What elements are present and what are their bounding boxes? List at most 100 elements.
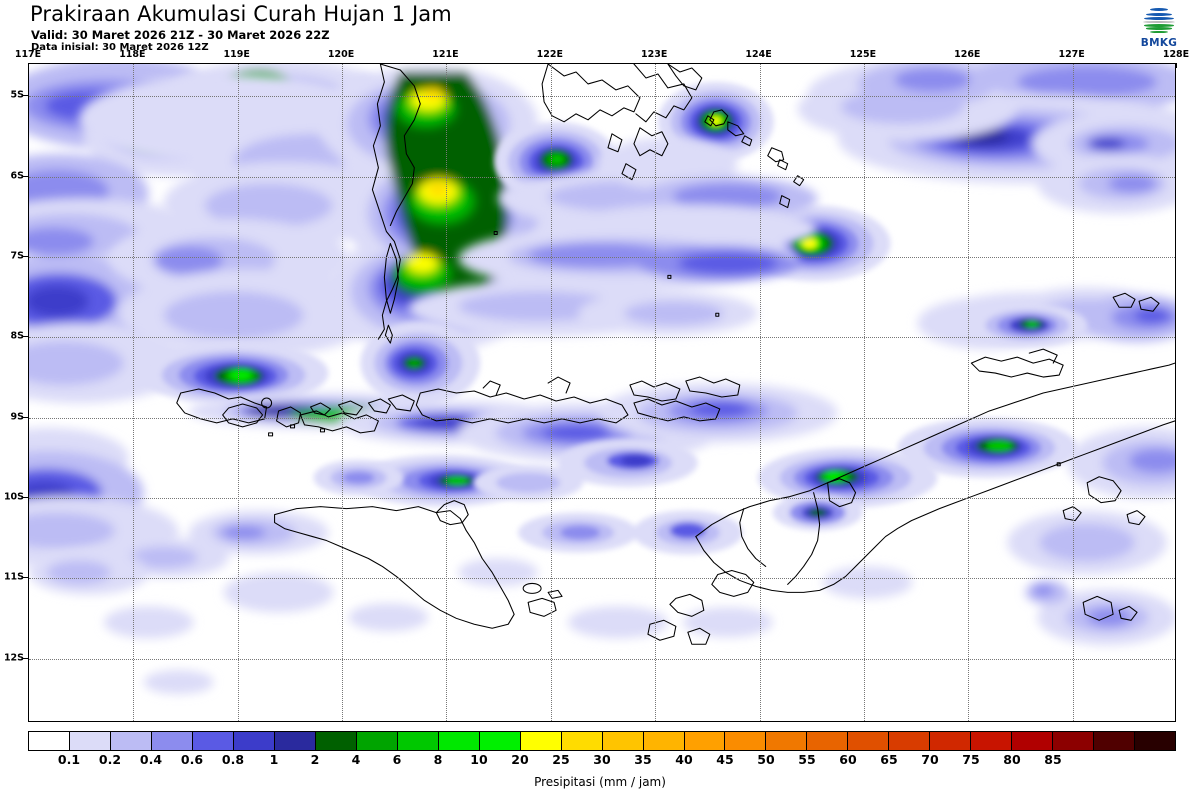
y-tick-label: 11S	[3, 571, 24, 583]
y-tick-label: 8S	[10, 330, 24, 342]
x-tick-label: 122E	[536, 49, 563, 60]
colorbar-tick-labels: 0.1 0.2 0.4 0.6 0.8 1 2 4 6 8 10 20 25 30 35 40 45 50 55 60…	[28, 752, 1176, 768]
grid-line-horizontal	[29, 256, 1175, 258]
y-tick-mark	[23, 577, 28, 579]
colorbar-tick-label: 75	[962, 752, 980, 767]
x-tick-label: 125E	[849, 49, 877, 60]
logo-arc	[1144, 17, 1174, 20]
colorbar-swatch	[766, 732, 808, 750]
logo-arc	[1146, 12, 1172, 16]
colorbar-tick-label: 60	[839, 752, 857, 767]
colorbar-swatch	[479, 732, 521, 750]
x-tick-label: 128E	[1162, 49, 1190, 60]
colorbar-swatch	[233, 732, 275, 750]
grid-line-vertical	[446, 64, 448, 721]
colorbar-swatch	[643, 732, 685, 750]
grid-line-horizontal	[29, 417, 1175, 419]
grid-line-horizontal	[29, 176, 1175, 178]
colorbar-tick-label: 8	[433, 752, 443, 767]
colorbar-swatches	[28, 731, 1176, 751]
y-tick-mark	[23, 416, 28, 418]
colorbar-swatch	[69, 732, 111, 750]
colorbar-tick-label: 50	[757, 752, 775, 767]
y-tick-label: 6S	[10, 170, 24, 181]
colorbar-tick-label: 80	[1003, 752, 1021, 767]
y-tick-mark	[23, 657, 28, 659]
grid-line-horizontal	[29, 497, 1175, 499]
header: Prakiraan Akumulasi Curah Hujan 1 Jam Va…	[0, 0, 1200, 58]
colorbar-tick-label: 4	[351, 752, 361, 767]
colorbar-swatch	[930, 732, 972, 750]
colorbar-tick-label: 0.8	[221, 752, 245, 767]
x-tick-label: 117E	[14, 49, 42, 60]
colorbar-tick-label: 85	[1044, 752, 1062, 767]
y-tick-mark	[23, 496, 28, 498]
page-title: Prakiraan Akumulasi Curah Hujan 1 Jam	[30, 2, 452, 26]
grid-line-horizontal	[29, 337, 1175, 339]
colorbar-tick-label: 10	[470, 752, 488, 767]
precipitation-field	[29, 64, 1175, 721]
grid-line-horizontal	[29, 96, 1175, 98]
grid-line-vertical	[237, 64, 239, 721]
precipitation-map[interactable]: Sumber Data: WRF - CIPS BMKG Pusat Meteo…	[28, 63, 1176, 722]
grid-line-vertical	[550, 64, 552, 721]
colorbar-swatch	[1012, 732, 1054, 750]
colorbar-swatch	[438, 732, 480, 750]
grid-line-horizontal	[29, 658, 1175, 660]
colorbar-tick-label: 20	[511, 752, 529, 767]
y-tick-mark	[23, 255, 28, 257]
colorbar-swatch	[1053, 732, 1095, 750]
colorbar-tick-label: 55	[798, 752, 816, 767]
colorbar-swatch	[356, 732, 398, 750]
colorbar-tick-label: 45	[716, 752, 734, 767]
colorbar[interactable]	[28, 731, 1176, 751]
grid-line-vertical	[759, 64, 761, 721]
logo-band	[1150, 30, 1168, 34]
x-tick-label: 120E	[327, 49, 355, 60]
colorbar-swatch	[1135, 732, 1176, 750]
grid-line-vertical	[655, 64, 657, 721]
colorbar-swatch	[602, 732, 644, 750]
valid-period-text: Valid: 30 Maret 2026 21Z - 30 Maret 2026…	[31, 28, 330, 42]
logo-label: BMKG	[1140, 37, 1178, 49]
colorbar-tick-label: 0.2	[98, 752, 122, 767]
colorbar-swatch	[315, 732, 357, 750]
colorbar-tick-label: 2	[310, 752, 320, 767]
y-tick-label: 7S	[10, 250, 24, 262]
colorbar-swatch	[192, 732, 234, 750]
bmkg-logo-icon: BMKG	[1136, 4, 1182, 56]
grid-line-vertical	[133, 64, 135, 721]
colorbar-tick-label: 0.6	[180, 752, 204, 767]
colorbar-tick-label: 65	[880, 752, 898, 767]
colorbar-swatch	[889, 732, 931, 750]
colorbar-tick-label: 40	[675, 752, 693, 767]
colorbar-caption: Presipitasi (mm / jam)	[534, 775, 666, 789]
colorbar-tick-label: 35	[634, 752, 652, 767]
colorbar-tick-label: 6	[392, 752, 402, 767]
x-tick-label: 126E	[954, 49, 981, 60]
grid-line-vertical	[1072, 64, 1074, 721]
colorbar-swatch	[684, 732, 726, 750]
logo-band	[1143, 21, 1175, 24]
data-initial-text: Data inisial: 30 Maret 2026 12Z	[31, 42, 209, 53]
x-tick-mark	[1176, 63, 1177, 68]
x-tick-label: 118E	[119, 49, 146, 60]
y-tick-label: 9S	[10, 411, 24, 423]
y-tick-mark	[23, 336, 28, 338]
colorbar-tick-label: 0.4	[139, 752, 163, 767]
colorbar-tick-label: 25	[552, 752, 570, 767]
colorbar-tick-label: 30	[593, 752, 611, 767]
logo-band	[1146, 27, 1172, 30]
y-tick-label: 10S	[3, 491, 24, 503]
colorbar-tick-label: 1	[269, 752, 279, 767]
grid-line-horizontal	[29, 578, 1175, 580]
x-tick-label: 119E	[223, 49, 250, 60]
logo-disc	[1143, 4, 1175, 36]
colorbar-swatch	[971, 732, 1013, 750]
y-tick-mark	[23, 175, 28, 177]
x-tick-label: 124E	[745, 49, 772, 60]
y-tick-label: 5S	[10, 89, 24, 101]
grid-line-vertical	[968, 64, 970, 721]
precip-svg	[29, 64, 1175, 695]
